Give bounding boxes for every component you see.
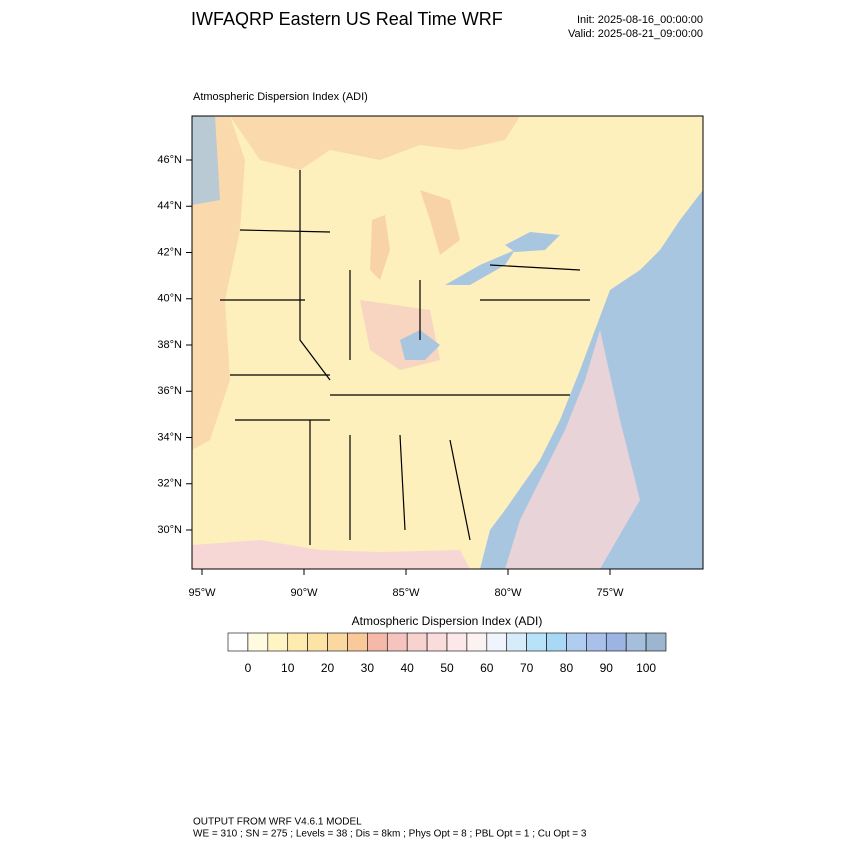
colorbar-box	[466, 632, 488, 652]
colorbar-box	[546, 632, 567, 652]
colorbar-box	[347, 632, 368, 652]
lat-label: 42°N	[157, 246, 182, 258]
lake-erie	[445, 250, 515, 285]
map	[191, 115, 704, 570]
colorbar-box	[307, 632, 328, 652]
colorbar-tick: 50	[440, 661, 454, 675]
colorbar-tick: 90	[600, 661, 614, 675]
lat-label: 38°N	[157, 339, 182, 351]
map-title: Atmospheric Dispersion Index (ADI)	[193, 91, 368, 103]
colorbar-tick: 70	[520, 661, 534, 675]
colorbar-tick: 80	[560, 661, 574, 675]
lon-label: 75°W	[596, 587, 624, 599]
colorbar-tick: 30	[361, 661, 375, 675]
lon-label: 80°W	[494, 587, 522, 599]
lake-huron	[420, 190, 460, 255]
lake-superior	[230, 116, 520, 170]
lon-label: 90°W	[290, 587, 318, 599]
colorbar-box	[625, 632, 647, 652]
lon-label: 85°W	[392, 587, 420, 599]
lat-label: 34°N	[157, 431, 182, 443]
land-shade	[400, 330, 440, 360]
lat-label: 44°N	[157, 200, 182, 212]
colorbar: 0 10 20 30 40 50 60 70 80 90 100	[227, 632, 667, 675]
lat-label: 30°N	[157, 524, 182, 536]
title: IWFAQRP Eastern US Real Time WRF	[191, 9, 503, 29]
colorbar-title: Atmospheric Dispersion Index (ADI)	[352, 614, 543, 628]
colorbar-tick: 0	[245, 661, 252, 675]
footer-line: OUTPUT FROM WRF V4.6.1 MODEL	[193, 817, 362, 828]
lake-michigan	[370, 215, 390, 280]
colorbar-box	[526, 632, 547, 652]
colorbar-box	[406, 632, 428, 652]
colorbar-box	[586, 632, 607, 652]
colorbar-box	[267, 632, 289, 652]
colorbar-box	[446, 632, 468, 652]
colorbar-box	[605, 632, 627, 652]
colorbar-box	[327, 632, 348, 652]
lat-label: 32°N	[157, 478, 182, 490]
ocean-shade	[505, 330, 640, 569]
colorbar-box	[367, 632, 388, 652]
valid-time: Valid: 2025-08-21_09:00:00	[568, 28, 703, 40]
init-time: Init: 2025-08-16_00:00:00	[577, 14, 703, 26]
colorbar-box	[566, 632, 587, 652]
colorbar-box	[247, 632, 269, 652]
colorbar-box	[426, 632, 448, 652]
colorbar-tick: 60	[480, 661, 494, 675]
colorbar-tick: 100	[636, 661, 656, 675]
colorbar-box	[506, 632, 527, 652]
colorbar-tick: 20	[321, 661, 335, 675]
colorbar-box	[227, 632, 249, 652]
gulf	[192, 540, 470, 569]
lat-label: 40°N	[157, 293, 182, 305]
colorbar-box	[645, 632, 667, 652]
colorbar-tick: 40	[401, 661, 415, 675]
land-shade	[192, 116, 220, 205]
lake-ontario	[505, 232, 560, 252]
lat-label: 46°N	[157, 154, 182, 166]
lon-label: 95°W	[188, 587, 216, 599]
colorbar-tick: 10	[281, 661, 295, 675]
lat-label: 36°N	[157, 385, 182, 397]
footer-line: WE = 310 ; SN = 275 ; Levels = 38 ; Dis …	[193, 829, 587, 840]
borders	[191, 115, 704, 570]
colorbar-box	[486, 632, 508, 652]
colorbar-box	[386, 632, 408, 652]
colorbar-box	[287, 632, 308, 652]
